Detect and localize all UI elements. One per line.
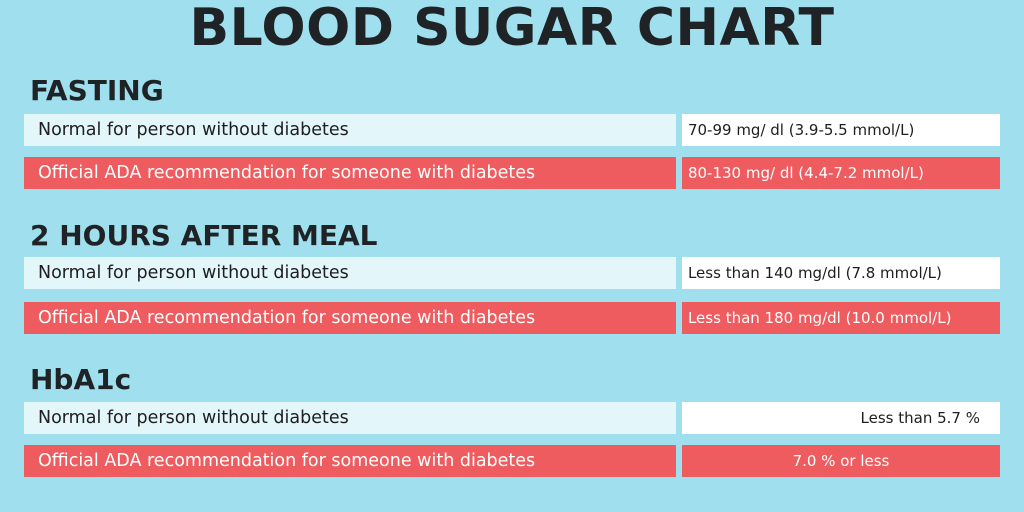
after-meal-ada-row: Official ADA recommendation for someone … (24, 302, 1000, 334)
row-value: 70-99 mg/ dl (3.9-5.5 mmol/L) (681, 114, 1000, 146)
fasting-ada-row: Official ADA recommendation for someone … (24, 157, 1000, 189)
row-label: Normal for person without diabetes (24, 402, 676, 434)
row-value: Less than 140 mg/dl (7.8 mmol/L) (681, 257, 1000, 289)
hba1c-ada-row: Official ADA recommendation for someone … (24, 445, 1000, 477)
row-label: Official ADA recommendation for someone … (24, 445, 676, 477)
row-value: Less than 5.7 % (681, 402, 1000, 434)
after-meal-normal-row: Normal for person without diabetes Less … (24, 257, 1000, 289)
row-value: 80-130 mg/ dl (4.4-7.2 mmol/L) (681, 157, 1000, 189)
page-title: BLOOD SUGAR CHART (189, 0, 835, 58)
section-heading-fasting: FASTING (30, 74, 164, 107)
row-label: Normal for person without diabetes (24, 257, 676, 289)
row-value: 7.0 % or less (682, 445, 1000, 477)
row-label: Official ADA recommendation for someone … (24, 157, 676, 189)
row-label: Official ADA recommendation for someone … (24, 302, 676, 334)
section-heading-after-meal: 2 HOURS AFTER MEAL (30, 219, 378, 252)
row-label: Normal for person without diabetes (24, 114, 676, 146)
section-heading-hba1c: HbA1c (30, 363, 132, 396)
fasting-normal-row: Normal for person without diabetes 70-99… (24, 114, 1000, 146)
row-value: Less than 180 mg/dl (10.0 mmol/L) (681, 302, 1000, 334)
hba1c-normal-row: Normal for person without diabetes Less … (24, 402, 1000, 434)
